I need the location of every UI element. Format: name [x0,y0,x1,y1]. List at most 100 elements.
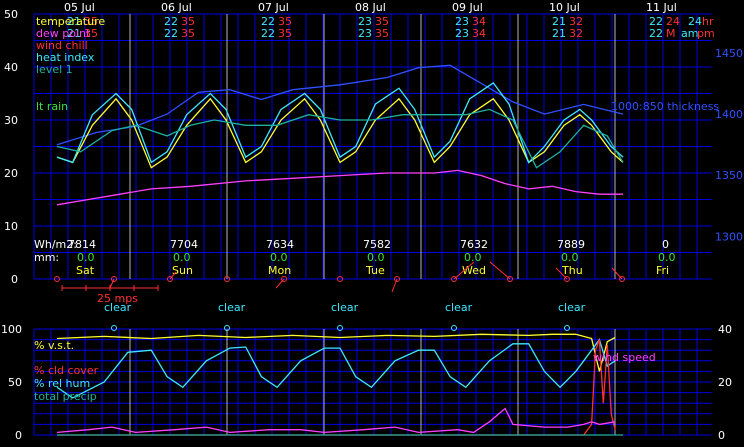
top-panel-grid [33,13,712,280]
series-1000-850-thickness [56,64,624,146]
rain-value: 0.0 [367,251,385,264]
day-min-value: 23 [358,15,372,28]
y2-tick-label: 1350 [715,169,743,182]
am-label: am [681,27,698,40]
y-tick-label: 10 [4,220,18,233]
solar-value: 7582 [363,238,391,251]
series-wind-speed [56,407,616,434]
rain-value: 0.0 [464,251,482,264]
hr-label: 24 [688,15,702,28]
day-min-value: 21 [552,27,566,40]
series--rel-hum [56,338,616,399]
rain-value: 0.0 [270,251,288,264]
sky-marker [224,325,230,331]
sky-marker [111,325,117,331]
solar-value: 7889 [557,238,585,251]
solar-value: 7814 [68,238,96,251]
axis-labels: 0 10 20 30 40 50 1300 1350 1400 1450 0 50 100 0 20 40 [1,8,743,442]
wind-station-dot [451,276,457,282]
day-min-value: 21 [552,15,566,28]
sky-conditions: clear clear clear clear clear [104,301,586,331]
day-max-value: 35 [278,27,292,40]
day-max-value: 35 [84,15,98,28]
day-date: 08 Jul [355,1,386,14]
series--cld-cover [57,339,616,436]
solar-value: 7632 [460,238,488,251]
daily-summary: Wh/m2: 7814 7704 7634 7582 7632 7889 0 m… [34,238,676,277]
day-max-value: 35 [181,15,195,28]
solar-prefix: Wh/m2: [34,238,77,251]
sky-label: clear [218,301,246,314]
day-max-value: 35 [375,27,389,40]
day-min-value: 22 [164,15,178,28]
legend-level1: level 1 [36,63,73,76]
solar-value: 0 [662,238,669,251]
y-tick-label: 50 [8,376,22,389]
series-level-1 [56,108,624,169]
legend-wind-chill: wind chill [36,39,88,52]
legend-temperature: temperature [36,15,105,28]
y2-tick-label: 0 [718,429,725,442]
legend-vst: % v.s.t. [34,339,74,352]
wind-station-dot [224,276,230,282]
wind-barb [489,261,511,280]
legend-thickness: 1000:850 thickness [611,100,719,113]
wind-station-dot [337,276,343,282]
series-dew-point [56,169,623,206]
legend-heat-index: heat index [36,51,95,64]
top-panel-series [56,64,624,206]
wind-station-dot [111,276,117,282]
day-max-value: 35 [84,27,98,40]
wind-barb [611,267,623,280]
y2-tick-label: 1300 [715,230,743,243]
day-max-value: 24 [666,15,680,28]
day-max-value: 35 [375,15,389,28]
wind-station-dot [167,276,173,282]
series--v-s-t- [56,333,616,372]
series-temperature [56,97,624,169]
bottom-legend: % v.s.t. % cld cover % rel hum total pre… [34,339,656,403]
wind-barb-row: 25 mps [54,261,625,305]
sky-marker [451,325,457,331]
day-boundary-lines [129,14,616,435]
wind-barb [275,278,285,289]
day-date: 11 Jul [646,1,677,14]
day-name: Thu [561,264,583,277]
day-min-value: 23 [455,27,469,40]
rain-prefix: mm: [34,251,59,264]
day-max-value: 34 [472,27,486,40]
wind-barb [555,267,568,280]
pm-label: pm [697,27,715,40]
hr-unit: hr [702,15,714,28]
rain-value: 0.0 [77,251,95,264]
sky-marker [337,325,343,331]
day-min-value: 21 [67,27,81,40]
day-name: Tue [365,264,385,277]
wind-station-dot [564,276,570,282]
y-tick-label: 0 [11,273,18,286]
legend-rel-hum: % rel hum [34,377,90,390]
day-min-value: 23 [358,27,372,40]
header: 05 Jul 06 Jul 07 Jul 08 Jul 09 Jul 10 Ju… [64,1,715,40]
legend-rain: lt rain [36,100,68,113]
wind-barb [169,271,177,280]
y2-tick-label: 20 [718,376,732,389]
y2-tick-label: 1400 [715,108,743,121]
day-min-value: 22 [649,15,663,28]
y-tick-label: 20 [4,167,18,180]
sky-label: clear [558,301,586,314]
day-max-value: 32 [569,15,583,28]
solar-value: 7634 [266,238,294,251]
day-name: Sun [172,264,193,277]
wind-station-dot [394,276,400,282]
day-max-value: 34 [472,15,486,28]
day-max-value: 35 [181,27,195,40]
wind-station-dot [281,276,287,282]
rain-value: 0.0 [658,251,676,264]
y-tick-label: 50 [4,8,18,21]
day-min-value: 22 [164,27,178,40]
wind-scale-label: 25 mps [97,292,138,305]
wind-barb [391,278,398,293]
